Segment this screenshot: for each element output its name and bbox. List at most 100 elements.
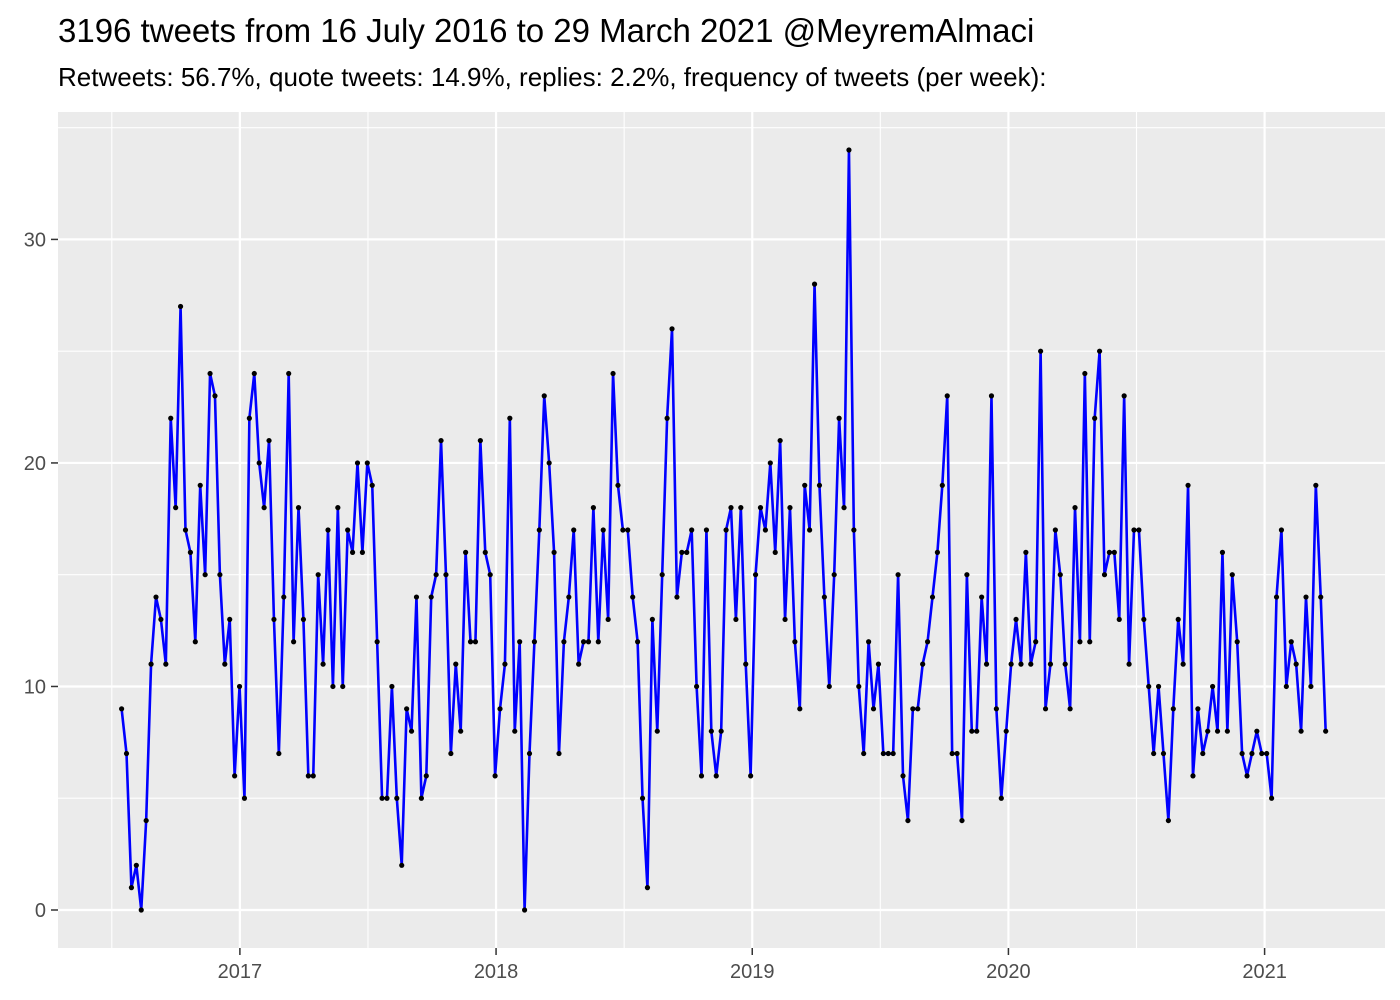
data-point bbox=[944, 393, 950, 399]
data-point bbox=[384, 795, 390, 801]
data-point bbox=[625, 527, 631, 533]
data-point bbox=[1028, 661, 1034, 667]
data-point bbox=[546, 460, 552, 466]
data-point bbox=[1214, 728, 1221, 734]
data-point bbox=[158, 616, 164, 623]
series-line bbox=[120, 148, 1327, 912]
data-point bbox=[654, 728, 660, 734]
data-point bbox=[1200, 750, 1206, 757]
data-point bbox=[807, 527, 813, 533]
data-point bbox=[821, 594, 827, 600]
data-point bbox=[1298, 728, 1304, 734]
data-point bbox=[694, 683, 700, 690]
data-point bbox=[256, 460, 262, 466]
data-point bbox=[856, 683, 862, 690]
data-points bbox=[119, 147, 1329, 913]
data-point bbox=[207, 370, 213, 377]
data-point bbox=[679, 549, 685, 555]
data-point bbox=[1131, 527, 1137, 533]
tweet-series bbox=[120, 148, 1327, 912]
data-point bbox=[1047, 661, 1054, 667]
data-point bbox=[345, 527, 351, 533]
data-point bbox=[286, 370, 292, 377]
data-point bbox=[600, 527, 606, 533]
data-point bbox=[512, 728, 518, 734]
data-point bbox=[197, 482, 203, 488]
data-point bbox=[757, 505, 764, 511]
data-point bbox=[708, 728, 714, 734]
data-point bbox=[605, 616, 611, 623]
data-point bbox=[620, 527, 626, 533]
data-point bbox=[1293, 661, 1299, 667]
data-point bbox=[1155, 683, 1162, 690]
data-point bbox=[998, 795, 1004, 801]
data-point bbox=[1160, 750, 1167, 757]
data-point bbox=[580, 639, 587, 645]
data-point bbox=[738, 505, 744, 511]
data-point bbox=[138, 907, 144, 913]
chart-title: 3196 tweets from 16 July 2016 to 29 Marc… bbox=[58, 12, 1035, 49]
data-point bbox=[1072, 505, 1078, 511]
data-point bbox=[1170, 706, 1176, 712]
data-point bbox=[1224, 728, 1230, 734]
data-point bbox=[802, 482, 808, 488]
data-point bbox=[1136, 527, 1142, 533]
data-point bbox=[924, 639, 931, 645]
data-point bbox=[851, 527, 857, 533]
data-point bbox=[1269, 795, 1275, 801]
data-point bbox=[615, 482, 621, 488]
data-point bbox=[743, 661, 749, 667]
data-point bbox=[340, 683, 346, 690]
data-point bbox=[153, 594, 159, 600]
data-point bbox=[217, 572, 223, 578]
data-point bbox=[177, 303, 184, 310]
data-point bbox=[1052, 527, 1058, 533]
data-point bbox=[920, 661, 926, 667]
data-point bbox=[1038, 348, 1044, 354]
data-point bbox=[1092, 415, 1098, 421]
data-point bbox=[733, 616, 739, 623]
data-point bbox=[428, 594, 434, 600]
data-point bbox=[531, 639, 538, 645]
data-point bbox=[389, 683, 395, 690]
data-point bbox=[890, 750, 896, 757]
y-tick-label: 0 bbox=[35, 900, 46, 922]
data-point bbox=[787, 505, 793, 511]
data-point bbox=[507, 415, 513, 421]
data-point bbox=[974, 728, 980, 734]
data-point bbox=[271, 616, 277, 623]
data-point bbox=[492, 773, 498, 779]
data-point bbox=[703, 527, 710, 533]
data-point bbox=[1313, 482, 1319, 488]
data-point bbox=[1323, 728, 1329, 734]
data-point bbox=[1062, 661, 1068, 667]
y-tick-label: 20 bbox=[24, 453, 46, 475]
data-point bbox=[576, 661, 582, 667]
data-point bbox=[1111, 549, 1117, 555]
plot-panel bbox=[58, 112, 1385, 948]
data-point bbox=[408, 728, 415, 734]
data-point bbox=[964, 572, 970, 578]
data-point bbox=[128, 885, 135, 891]
data-point bbox=[404, 706, 410, 712]
data-point bbox=[1318, 594, 1324, 600]
data-point bbox=[630, 594, 636, 600]
data-point bbox=[649, 616, 655, 623]
data-point bbox=[123, 750, 130, 757]
data-point bbox=[895, 572, 901, 578]
data-point bbox=[423, 773, 429, 779]
data-point bbox=[251, 370, 257, 377]
data-point bbox=[369, 482, 375, 488]
data-point bbox=[187, 549, 193, 555]
data-point bbox=[1101, 572, 1108, 578]
data-point bbox=[713, 773, 719, 779]
data-point bbox=[222, 661, 228, 667]
data-point bbox=[1195, 706, 1201, 712]
data-point bbox=[610, 370, 616, 377]
data-point bbox=[1185, 482, 1191, 488]
data-point bbox=[232, 773, 238, 779]
data-point bbox=[241, 795, 248, 801]
data-point bbox=[438, 437, 444, 444]
data-point bbox=[330, 683, 336, 690]
